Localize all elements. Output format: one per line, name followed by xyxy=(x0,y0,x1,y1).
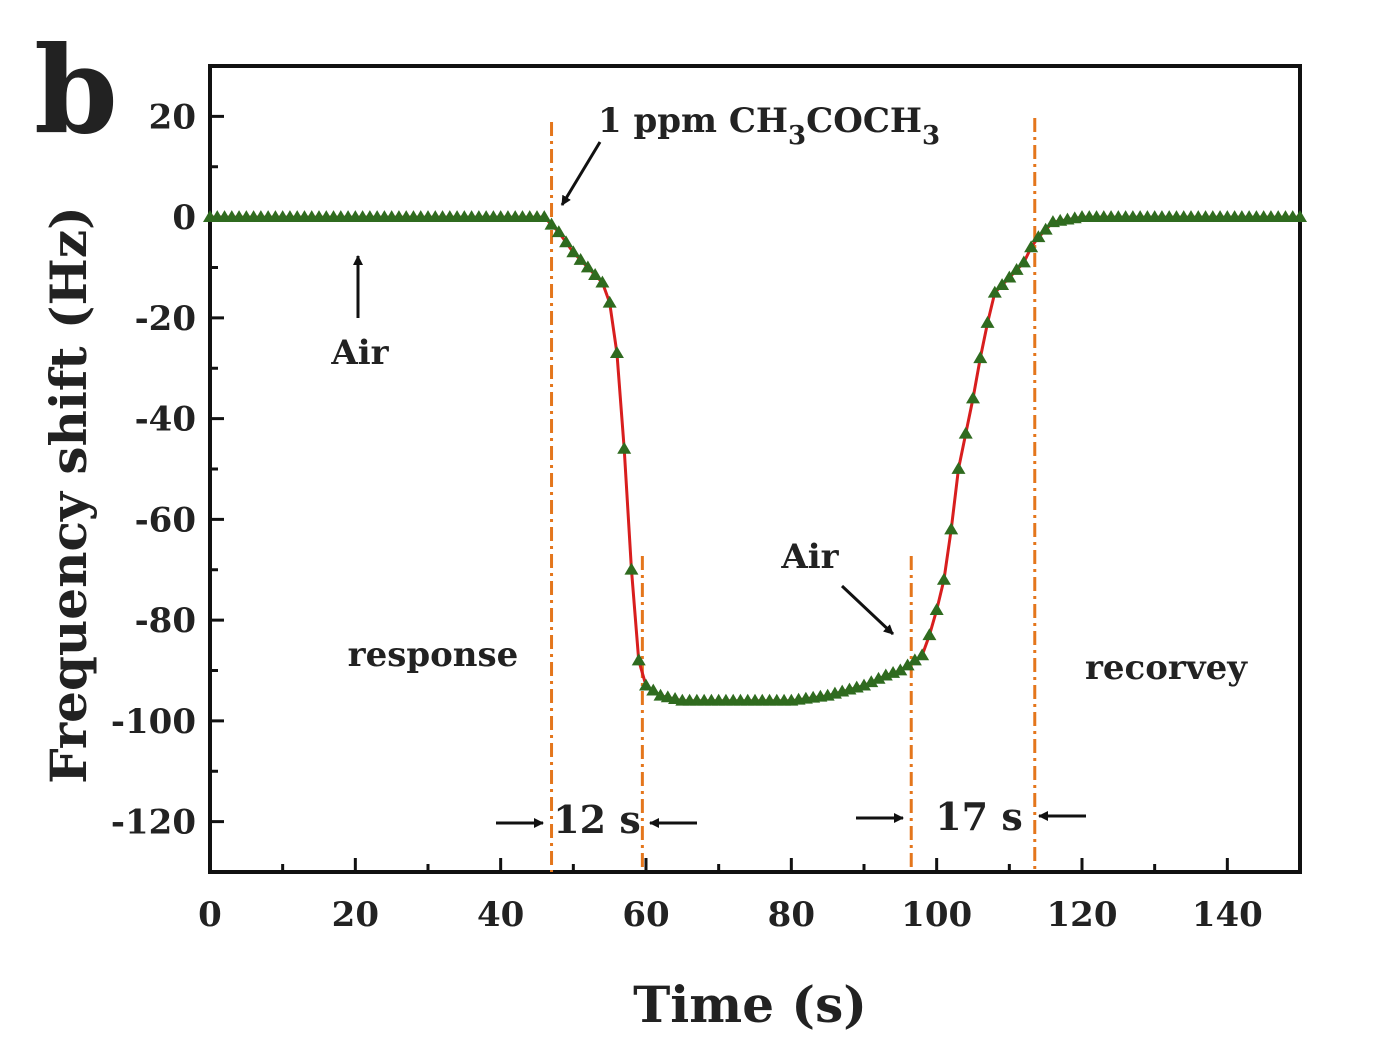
y-tick-label: -100 xyxy=(111,702,196,742)
x-tick-label: 80 xyxy=(768,895,815,935)
data-point xyxy=(958,426,973,439)
data-point xyxy=(1038,222,1053,235)
data-point xyxy=(987,285,1002,298)
data-point xyxy=(893,663,908,676)
x-tick-label: 140 xyxy=(1192,895,1263,935)
data-point xyxy=(1293,210,1307,223)
y-tick-label: -80 xyxy=(135,601,196,641)
y-tick-label: 0 xyxy=(172,198,196,238)
response-time-label: 12 s xyxy=(553,797,641,842)
data-point xyxy=(864,675,879,688)
x-tick-label: 20 xyxy=(332,895,379,935)
data-point xyxy=(929,603,944,615)
recovery-time-label: 17 s xyxy=(935,794,1023,839)
series-line xyxy=(210,215,1300,703)
response-label: response xyxy=(348,635,519,675)
data-point xyxy=(951,462,966,474)
data-point xyxy=(1031,230,1046,243)
data-point xyxy=(1024,240,1039,253)
data-point xyxy=(857,678,871,691)
data-point xyxy=(580,260,595,273)
data-point xyxy=(980,315,995,328)
x-axis-ticks: 0 20 40 60 80 100 120 140 xyxy=(198,858,1302,935)
data-point xyxy=(1002,270,1017,283)
data-point xyxy=(624,562,639,575)
data-point xyxy=(609,346,624,359)
series-markers xyxy=(203,210,1307,706)
data-point xyxy=(617,441,632,454)
event-lines xyxy=(550,118,1037,872)
x-axis-title: Time (s) xyxy=(633,975,867,1034)
data-point xyxy=(551,225,566,238)
y-axis-ticks: 20 0 -20 -40 -60 -80 -100 -120 xyxy=(111,97,224,843)
data-point xyxy=(995,278,1010,291)
data-point xyxy=(566,245,581,258)
x-tick-label: 120 xyxy=(1047,895,1118,935)
data-point xyxy=(588,268,603,280)
data-point xyxy=(915,648,930,661)
data-point xyxy=(871,671,886,684)
x-tick-label: 40 xyxy=(477,895,524,935)
data-point xyxy=(1009,263,1024,275)
data-point xyxy=(573,252,588,265)
x-tick-label: 60 xyxy=(622,895,669,935)
data-point xyxy=(1016,255,1031,268)
plot-frame xyxy=(208,64,1302,874)
data-point xyxy=(966,391,980,404)
data-point xyxy=(922,628,937,641)
data-point xyxy=(973,351,988,364)
x-tick-label: 100 xyxy=(901,895,972,935)
data-point xyxy=(900,658,915,671)
data-point xyxy=(595,275,610,288)
recovery-label: recorvey xyxy=(1085,648,1248,688)
data-point xyxy=(602,295,617,308)
y-tick-label: -20 xyxy=(135,299,196,339)
y-tick-label: 20 xyxy=(149,97,196,137)
gas-on-arrow xyxy=(560,141,602,206)
air-off-arrow xyxy=(840,584,895,636)
gas-on-annotation: 1 ppm CH3COCH3 xyxy=(598,101,940,151)
data-point xyxy=(907,653,922,666)
air-off-annotation: Air xyxy=(780,537,839,577)
air-start-annotation: Air xyxy=(330,333,389,373)
data-point xyxy=(646,683,661,696)
data-point xyxy=(936,572,951,585)
x-tick-label: 0 xyxy=(198,895,222,935)
data-point xyxy=(544,217,559,230)
y-tick-label: -120 xyxy=(111,803,196,843)
plot-area: 0 20 40 60 80 100 120 140 20 0 -20 -40 -60 -80 -100 -1… xyxy=(111,64,1307,935)
data-point xyxy=(537,210,552,223)
panel-letter: b xyxy=(34,20,118,161)
y-tick-label: -40 xyxy=(135,400,196,440)
data-point xyxy=(559,235,574,248)
data-point xyxy=(631,653,646,666)
data-point xyxy=(944,522,959,535)
y-axis-title: Frequency shift (Hz) xyxy=(39,206,98,784)
data-point xyxy=(639,678,653,691)
y-tick-label: -60 xyxy=(135,500,196,540)
